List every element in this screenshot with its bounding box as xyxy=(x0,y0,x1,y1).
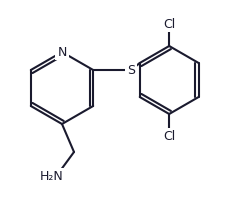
Text: Cl: Cl xyxy=(163,18,175,30)
Text: H₂N: H₂N xyxy=(40,170,64,182)
Text: S: S xyxy=(127,63,135,76)
Text: Cl: Cl xyxy=(163,130,175,142)
Text: N: N xyxy=(57,46,67,59)
